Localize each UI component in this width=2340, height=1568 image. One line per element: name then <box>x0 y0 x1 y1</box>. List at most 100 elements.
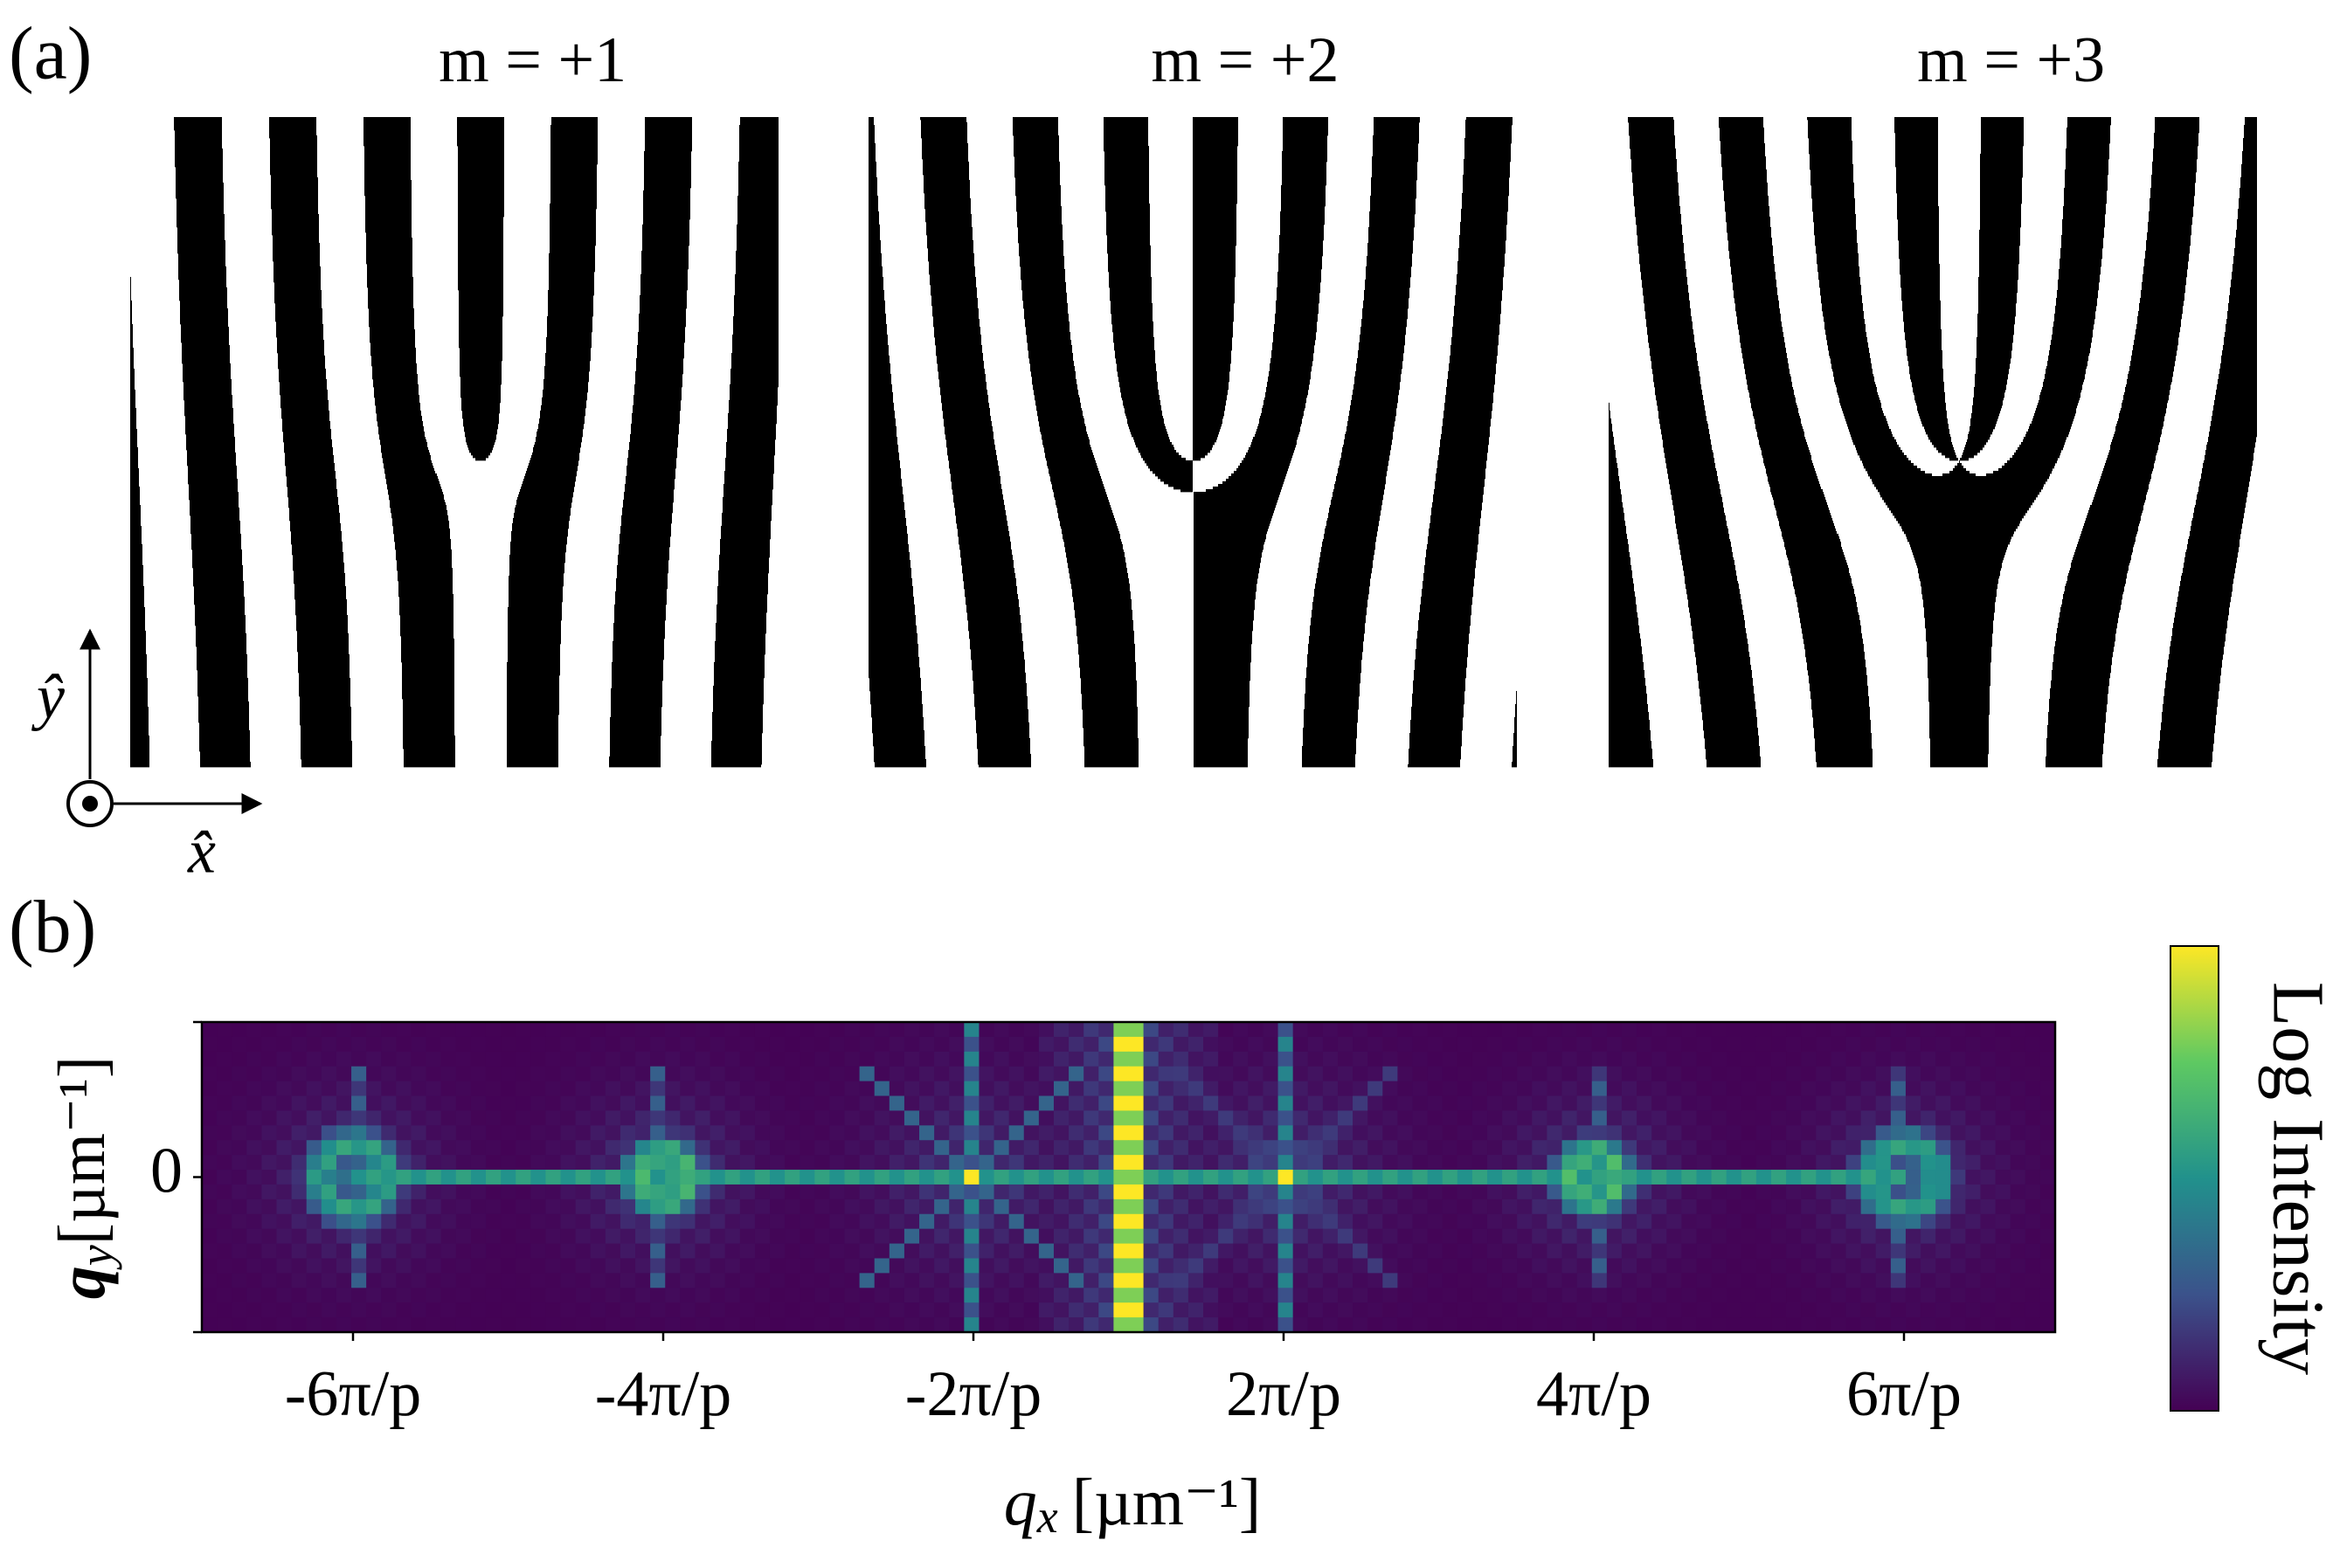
heatmap-cell <box>590 1066 606 1082</box>
heatmap-cell <box>1965 1051 1982 1067</box>
heatmap-cell <box>1666 1095 1682 1112</box>
heatmap-cell <box>1083 1302 1099 1318</box>
heatmap-cell <box>1561 1140 1578 1156</box>
heatmap-cell <box>1561 1125 1578 1141</box>
heatmap-cell <box>1637 1095 1652 1112</box>
heatmap-cell <box>785 1273 800 1288</box>
heatmap-cell <box>485 1228 502 1245</box>
heatmap-cell <box>785 1288 800 1303</box>
heatmap-cell <box>485 1140 502 1156</box>
heatmap-cell <box>1591 1317 1608 1333</box>
heatmap-cell <box>695 1184 711 1200</box>
heatmap-cell <box>426 1317 442 1333</box>
heatmap-cell <box>1980 1155 1997 1171</box>
heatmap-cell <box>1487 1125 1503 1141</box>
heatmap-cell <box>605 1140 621 1156</box>
heatmap-cell <box>1547 1213 1563 1230</box>
heatmap-cell <box>710 1140 726 1156</box>
heatmap-cell <box>1591 1125 1608 1141</box>
heatmap-cell <box>1471 1273 1488 1288</box>
heatmap-cell <box>949 1288 965 1303</box>
heatmap-cell <box>889 1228 905 1245</box>
heatmap-cell <box>785 1140 800 1156</box>
heatmap-cell <box>1487 1066 1503 1082</box>
heatmap-cell <box>1547 1081 1563 1097</box>
heatmap-cell <box>426 1213 442 1230</box>
heatmap-cell <box>516 1184 531 1200</box>
heatmap-cell <box>919 1243 935 1260</box>
heatmap-cell <box>964 1125 980 1141</box>
heatmap-cell <box>1382 1140 1398 1156</box>
heatmap-cell <box>889 1198 905 1215</box>
heatmap <box>202 1022 2056 1333</box>
heatmap-cell <box>1561 1258 1578 1274</box>
heatmap-cell <box>874 1125 890 1141</box>
heatmap-cell <box>1890 1228 1907 1245</box>
heatmap-cell <box>1561 1081 1578 1097</box>
heatmap-cell <box>2025 1184 2041 1200</box>
heatmap-cell <box>1412 1184 1429 1200</box>
heatmap-cell <box>1711 1081 1727 1097</box>
heatmap-cell <box>1950 1213 1966 1230</box>
heatmap-cell <box>1786 1273 1802 1288</box>
heatmap-cell <box>1187 1095 1204 1112</box>
heatmap-cell <box>560 1036 577 1053</box>
heatmap-cell <box>859 1258 876 1274</box>
heatmap-cell <box>1606 1213 1623 1230</box>
heatmap-cell <box>800 1066 815 1082</box>
heatmap-cell <box>1502 1155 1518 1171</box>
heatmap-cell <box>366 1258 382 1274</box>
heatmap-cell <box>590 1110 606 1126</box>
heatmap-cell <box>336 1110 352 1126</box>
heatmap-cell <box>1875 1243 1892 1260</box>
heatmap-cell <box>1726 1081 1742 1097</box>
heatmap-cell <box>635 1140 651 1156</box>
heatmap-cell <box>1023 1095 1040 1112</box>
heatmap-cell <box>590 1273 606 1288</box>
heatmap-cell <box>769 1066 786 1082</box>
heatmap-cell <box>710 1170 726 1185</box>
heatmap-cell <box>1263 1184 1279 1200</box>
heatmap-cell <box>1517 1198 1533 1215</box>
heatmap-cell <box>1353 1022 1368 1038</box>
heatmap-cell <box>366 1317 382 1333</box>
heatmap-cell <box>1576 1273 1593 1288</box>
heatmap-cell <box>1457 1273 1473 1288</box>
heatmap-cell <box>829 1243 846 1260</box>
heatmap-cell <box>800 1258 815 1274</box>
heatmap-cell <box>1995 1022 2011 1038</box>
heatmap-cell <box>516 1213 531 1230</box>
heatmap-cell <box>1816 1095 1832 1112</box>
heatmap-cell <box>501 1302 516 1318</box>
heatmap-cell <box>1187 1213 1204 1230</box>
heatmap-cell <box>1637 1288 1652 1303</box>
heatmap-cell <box>1487 1095 1503 1112</box>
heatmap-cell <box>934 1317 950 1333</box>
heatmap-cell <box>1113 1095 1130 1112</box>
heatmap-cell <box>2039 1051 2056 1067</box>
heatmap-cell <box>1322 1125 1339 1141</box>
heatmap-cell <box>889 1258 905 1274</box>
heatmap-cell <box>665 1051 681 1067</box>
heatmap-cell <box>590 1051 606 1067</box>
heatmap-cell <box>1905 1273 1921 1288</box>
heatmap-cell <box>1069 1258 1084 1274</box>
heatmap-cell <box>1860 1170 1877 1185</box>
heatmap-cell <box>1651 1258 1667 1274</box>
heatmap-cell <box>1532 1184 1548 1200</box>
heatmap-cell <box>889 1066 905 1082</box>
heatmap-cell <box>665 1110 681 1126</box>
heatmap-cell <box>979 1228 995 1245</box>
heatmap-cell <box>575 1125 592 1141</box>
heatmap-cell <box>964 1317 980 1333</box>
heatmap-cell <box>1322 1051 1339 1067</box>
heatmap-cell <box>1008 1110 1025 1126</box>
heatmap-cell <box>291 1036 308 1053</box>
heatmap-cell <box>934 1155 950 1171</box>
heatmap-cell <box>1203 1066 1219 1082</box>
y-axis-label: ŷ <box>31 662 65 732</box>
heatmap-cell <box>291 1288 308 1303</box>
heatmap-cell <box>665 1022 681 1038</box>
heatmap-cell <box>1905 1081 1921 1097</box>
heatmap-cell <box>396 1302 412 1318</box>
